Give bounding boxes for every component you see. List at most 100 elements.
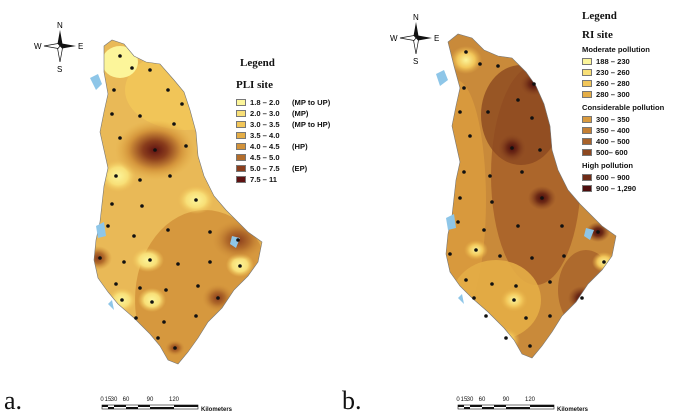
scale-tick-label: 15 [460,397,468,403]
legend-row: 188 – 230 [582,56,670,67]
legend-range-label: 400 – 500 [596,137,630,146]
ri-map-border [445,33,617,359]
legend-row: 500– 600 [582,147,670,158]
compass-rose-icon: N S E W [390,13,439,66]
legend-swatch [236,121,246,128]
legend-items: 1.8 – 2.0 (MP to UP) 2.0 – 3.0 (MP) 3.0 – 3.… [236,97,330,185]
legend-row: 400 – 500 [582,136,670,147]
legend-row: 3.5 – 4.0 [236,130,330,141]
map-panel-ri: N S E W 0 15 30 60 90 120 Kilometers b. Legen… [336,0,673,416]
compass-w-label: W [34,42,42,51]
scale-tick-label: 120 [524,397,536,403]
legend-title: Legend [240,57,275,69]
legend-row: 260 – 280 [582,78,670,89]
legend-group-label: High pollution [582,161,634,170]
scale-bar [101,404,199,410]
compass-e-label: E [78,42,83,51]
legend-range-label: 600 – 900 [596,173,630,182]
legend-row: 230 – 260 [582,67,670,78]
legend-swatch [236,176,246,183]
legend-group-label: Considerable pollution [582,103,665,112]
legend-swatch [582,116,592,123]
scale-unit: Kilometers [201,407,233,413]
legend-range-label: 500– 600 [596,148,628,157]
lagoon-karavasta [96,222,106,238]
legend-row: 5.0 – 7.5 (EP) [236,163,330,174]
pli-map-svg: N S E W [34,21,263,410]
legend-swatch [582,91,592,98]
compass-n-label: N [413,13,419,22]
pli-site-markers [98,54,242,350]
legend-range-label: 300 – 350 [596,115,630,124]
legend-swatch [236,143,246,150]
scale-tick-label: 60 [478,397,486,403]
legend-swatch [236,99,246,106]
panel-letter-a: a. [4,386,23,415]
scale-labels: 0 15 30 60 90 120 Kilometers [452,397,612,413]
legend-swatch [236,165,246,172]
pli-legend: Legend PLI site 1.8 – 2.0 (MP to UP) 2.0 –… [236,57,330,185]
legend-row: 900 – 1,290 [582,183,670,194]
legend-group-label: Moderate pollution [582,45,650,54]
scale-tick-label: 90 [502,397,510,403]
legend-swatch [582,69,592,76]
compass-w-label: W [390,34,398,43]
legend-row: 300 – 350 [582,114,670,125]
legend-swatch [582,174,592,181]
ri-site-markers [448,50,606,348]
legend-swatch [582,127,592,134]
legend-swatch [582,58,592,65]
legend-subtitle: RI site [582,29,613,41]
legend-swatch [582,138,592,145]
scale-tick-label: 0 [456,397,460,403]
lake-shkodra [90,74,102,90]
legend-class-note: (MP to HP) [292,120,331,129]
legend-subtitle: PLI site [236,79,273,91]
scale-tick-label: 60 [122,397,130,403]
scale-bar [457,404,555,410]
scale-tick-label: 0 [100,397,104,403]
ri-map-svg: N S E W [390,13,617,410]
legend-title: Legend [582,10,617,22]
legend-class-note: (EP) [292,164,308,173]
legend-row: 1.8 – 2.0 (MP to UP) [236,97,330,108]
legend-row: 4.0 – 4.5 (HP) [236,141,330,152]
ri-legend: Legend RI site Moderate pollution 188 – 2… [582,10,670,194]
lagoon-karavasta [446,214,456,230]
legend-class-note: (MP to UP) [292,98,331,107]
legend-class-note: (MP) [292,109,309,118]
legend-range-label: 2.0 – 3.0 [250,109,280,118]
legend-range-label: 3.0 – 3.5 [250,120,280,129]
legend-range-label: 1.8 – 2.0 [250,98,280,107]
legend-row: 2.0 – 3.0 (MP) [236,108,330,119]
lake-ohrid [584,228,594,240]
compass-e-label: E [434,34,439,43]
legend-swatch [236,132,246,139]
legend-range-label: 230 – 260 [596,68,630,77]
legend-range-label: 900 – 1,290 [596,184,637,193]
scale-unit: Kilometers [557,407,589,413]
legend-row: 4.5 – 5.0 [236,152,330,163]
lagoon-narta [458,294,464,304]
scale-tick-label: 120 [168,397,180,403]
lake-shkodra [436,70,448,86]
scale-ticks: 0 15 30 60 90 120 [96,397,256,405]
legend-class-note: (HP) [292,142,308,151]
compass-rose-icon: N S E W [34,21,83,74]
legend-swatch [582,80,592,87]
legend-range-label: 5.0 – 7.5 [250,164,280,173]
compass-s-label: S [413,57,418,66]
legend-swatch [582,149,592,156]
scale-tick-label: 15 [104,397,112,403]
scale-tick-label: 30 [110,397,118,403]
scale-ticks: 0 15 30 60 90 120 [452,397,612,405]
legend-swatch [236,110,246,117]
legend-row: 600 – 900 [582,172,670,183]
scale-labels: 0 15 30 60 90 120 Kilometers [96,397,256,413]
compass-n-label: N [57,21,63,30]
legend-swatch [236,154,246,161]
pli-map-border [93,39,263,365]
scale-tick-label: 90 [146,397,154,403]
lagoon-narta [108,300,114,310]
legend-range-label: 4.0 – 4.5 [250,142,280,151]
